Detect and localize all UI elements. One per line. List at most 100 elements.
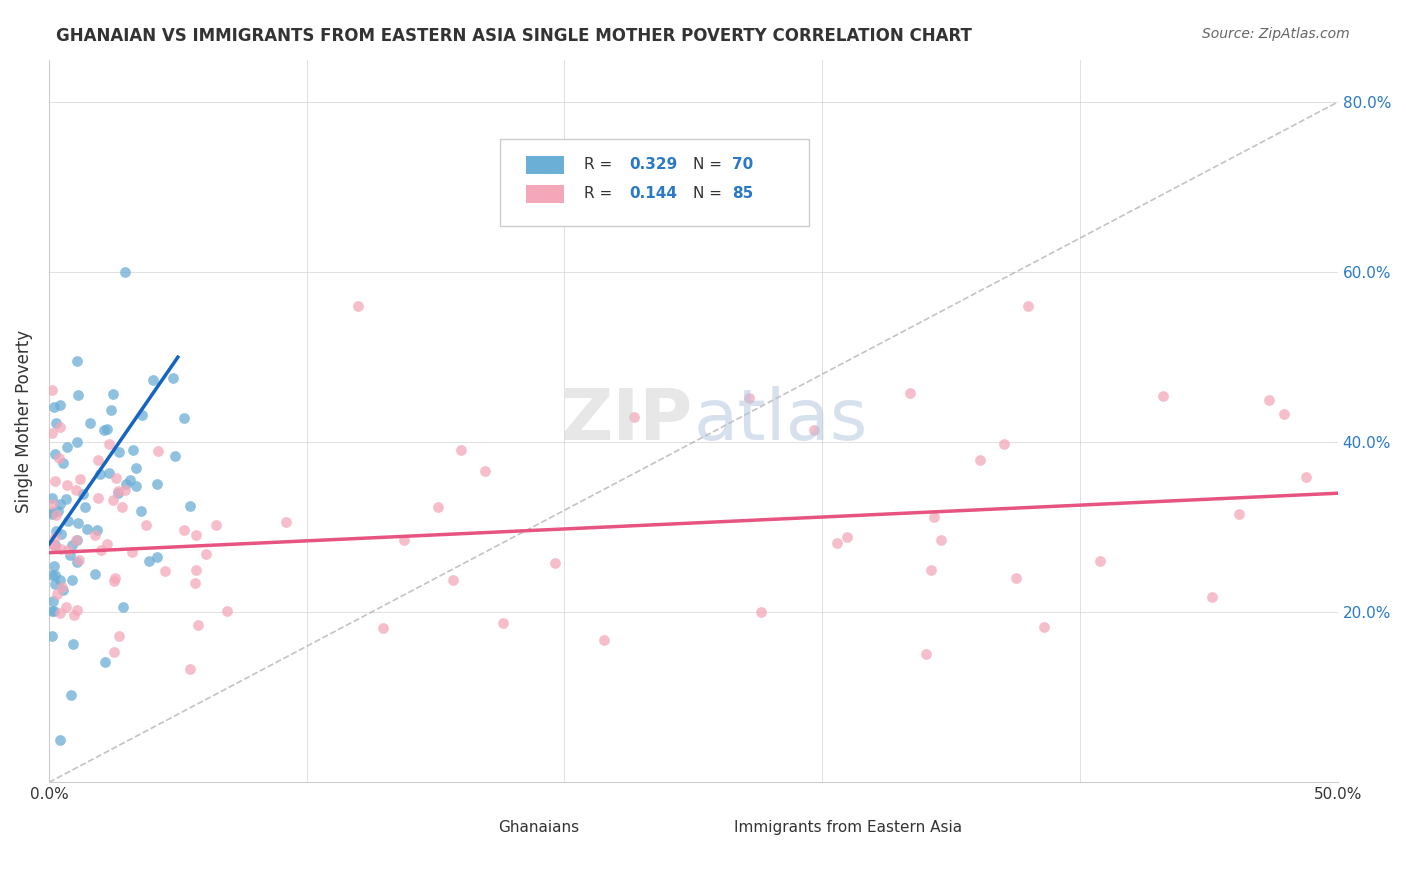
Point	[492, 615, 515, 630]
Point	[69, 472, 91, 486]
Point	[49, 606, 72, 620]
Point	[173, 411, 195, 425]
Point	[104, 471, 127, 485]
Point	[51, 580, 73, 594]
Point	[1004, 571, 1026, 585]
Point	[66, 555, 89, 569]
Point	[44, 576, 66, 591]
Point	[107, 486, 129, 500]
Point	[72, 487, 94, 501]
Point	[52, 582, 75, 597]
Point	[42, 593, 65, 607]
Point	[45, 416, 67, 430]
Point	[44, 530, 66, 544]
Point	[215, 604, 238, 618]
Point	[44, 559, 66, 574]
Point	[125, 479, 148, 493]
Point	[103, 645, 125, 659]
Point	[41, 497, 63, 511]
Point	[1152, 389, 1174, 403]
Point	[929, 533, 952, 548]
Point	[394, 533, 416, 547]
Point	[103, 387, 125, 401]
Point	[49, 527, 72, 541]
Point	[173, 523, 195, 537]
Point	[98, 437, 121, 451]
Text: 85: 85	[733, 186, 754, 201]
Point	[62, 637, 84, 651]
Point	[84, 528, 107, 542]
Point	[48, 398, 70, 412]
Point	[60, 539, 83, 553]
Text: N =: N =	[693, 157, 727, 172]
Point	[915, 647, 938, 661]
Point	[115, 476, 138, 491]
Text: 0.329: 0.329	[628, 157, 678, 172]
Point	[66, 353, 89, 368]
Point	[93, 423, 115, 437]
Point	[993, 436, 1015, 450]
Point	[56, 478, 79, 492]
Text: Immigrants from Eastern Asia: Immigrants from Eastern Asia	[734, 820, 962, 835]
Point	[66, 533, 89, 547]
Point	[186, 563, 208, 577]
Point	[1227, 508, 1250, 522]
Point	[90, 543, 112, 558]
Point	[112, 600, 135, 615]
Point	[49, 497, 72, 511]
Point	[593, 633, 616, 648]
Point	[108, 629, 131, 643]
Point	[86, 453, 108, 467]
Point	[44, 447, 66, 461]
Point	[825, 536, 848, 550]
Point	[835, 530, 858, 544]
Text: R =: R =	[583, 157, 617, 172]
Point	[79, 416, 101, 430]
Point	[45, 524, 67, 538]
Point	[93, 655, 115, 669]
Point	[146, 477, 169, 491]
Point	[121, 545, 143, 559]
Point	[96, 422, 118, 436]
Point	[118, 473, 141, 487]
Point	[60, 573, 83, 587]
Point	[96, 537, 118, 551]
Point	[1032, 620, 1054, 634]
Point	[51, 541, 73, 556]
Point	[1201, 590, 1223, 604]
Point	[89, 467, 111, 482]
Point	[1295, 470, 1317, 484]
Point	[165, 450, 187, 464]
Text: 70: 70	[733, 157, 754, 172]
Point	[41, 491, 63, 505]
Point	[67, 516, 90, 530]
Point	[129, 504, 152, 518]
Point	[66, 434, 89, 449]
Point	[45, 508, 67, 522]
Point	[426, 500, 449, 515]
Point	[142, 373, 165, 387]
Point	[184, 576, 207, 591]
Point	[111, 500, 134, 514]
Point	[49, 573, 72, 587]
Point	[66, 388, 89, 402]
Point	[42, 401, 65, 415]
Point	[898, 386, 921, 401]
Point	[44, 475, 66, 489]
Point	[749, 605, 772, 619]
Point	[84, 567, 107, 582]
Point	[97, 467, 120, 481]
Point	[44, 538, 66, 552]
Point	[162, 371, 184, 385]
Point	[114, 483, 136, 498]
Point	[184, 528, 207, 542]
Point	[107, 445, 129, 459]
Text: 0.144: 0.144	[628, 186, 676, 201]
Point	[65, 533, 87, 548]
Point	[179, 499, 201, 513]
Point	[138, 554, 160, 568]
Point	[41, 425, 63, 440]
Point	[738, 391, 761, 405]
Point	[41, 505, 63, 519]
Point	[67, 553, 90, 567]
